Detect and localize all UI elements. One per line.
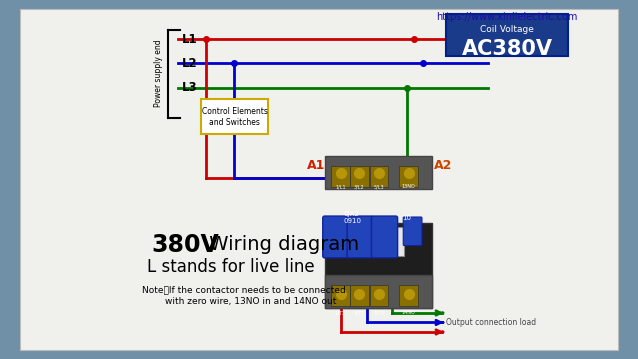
- FancyBboxPatch shape: [201, 99, 269, 134]
- Text: L stands for live line: L stands for live line: [147, 258, 315, 276]
- FancyBboxPatch shape: [369, 285, 389, 306]
- Text: 2/T1: 2/T1: [335, 310, 346, 315]
- FancyBboxPatch shape: [348, 228, 404, 256]
- FancyBboxPatch shape: [350, 166, 369, 187]
- Text: 10: 10: [403, 215, 412, 221]
- FancyBboxPatch shape: [350, 285, 369, 306]
- Text: AC380V: AC380V: [462, 39, 553, 59]
- FancyBboxPatch shape: [331, 285, 350, 306]
- FancyBboxPatch shape: [371, 216, 397, 258]
- Text: 14NO: 14NO: [402, 310, 416, 315]
- FancyBboxPatch shape: [399, 285, 419, 306]
- Text: 380V: 380V: [151, 233, 219, 257]
- Text: L1: L1: [182, 33, 198, 46]
- Text: 4/T2: 4/T2: [354, 310, 365, 315]
- FancyBboxPatch shape: [323, 216, 349, 258]
- Text: with zero wire, 13NO in and 14NO out: with zero wire, 13NO in and 14NO out: [142, 297, 336, 306]
- FancyBboxPatch shape: [347, 216, 373, 258]
- Text: 3/L2: 3/L2: [354, 185, 364, 190]
- FancyBboxPatch shape: [399, 166, 419, 187]
- Text: CJX2
0910: CJX2 0910: [343, 211, 361, 224]
- Text: 6/T3: 6/T3: [373, 310, 384, 315]
- FancyBboxPatch shape: [369, 166, 389, 187]
- Text: 1/L1: 1/L1: [335, 185, 346, 190]
- FancyBboxPatch shape: [331, 166, 350, 187]
- Text: A1: A1: [307, 159, 325, 172]
- Text: Note：If the contactor needs to be connected: Note：If the contactor needs to be connec…: [142, 286, 346, 295]
- FancyBboxPatch shape: [325, 275, 433, 308]
- Text: Coil Voltage: Coil Voltage: [480, 25, 534, 34]
- FancyBboxPatch shape: [447, 14, 568, 56]
- Text: L2: L2: [182, 57, 198, 70]
- Text: Wiring diagram: Wiring diagram: [203, 235, 359, 254]
- FancyBboxPatch shape: [325, 156, 433, 190]
- Text: Power supply end: Power supply end: [154, 40, 163, 107]
- FancyBboxPatch shape: [325, 223, 433, 308]
- FancyBboxPatch shape: [403, 217, 422, 246]
- Text: 13NO: 13NO: [402, 185, 416, 190]
- Text: A2: A2: [434, 159, 452, 172]
- Text: L3: L3: [182, 81, 198, 94]
- Text: Control Elements
and Switches: Control Elements and Switches: [202, 107, 268, 126]
- Text: https://www.xinlielectric.com: https://www.xinlielectric.com: [436, 11, 578, 22]
- Text: Output connection load: Output connection load: [447, 318, 537, 327]
- Text: 5/L3: 5/L3: [374, 185, 384, 190]
